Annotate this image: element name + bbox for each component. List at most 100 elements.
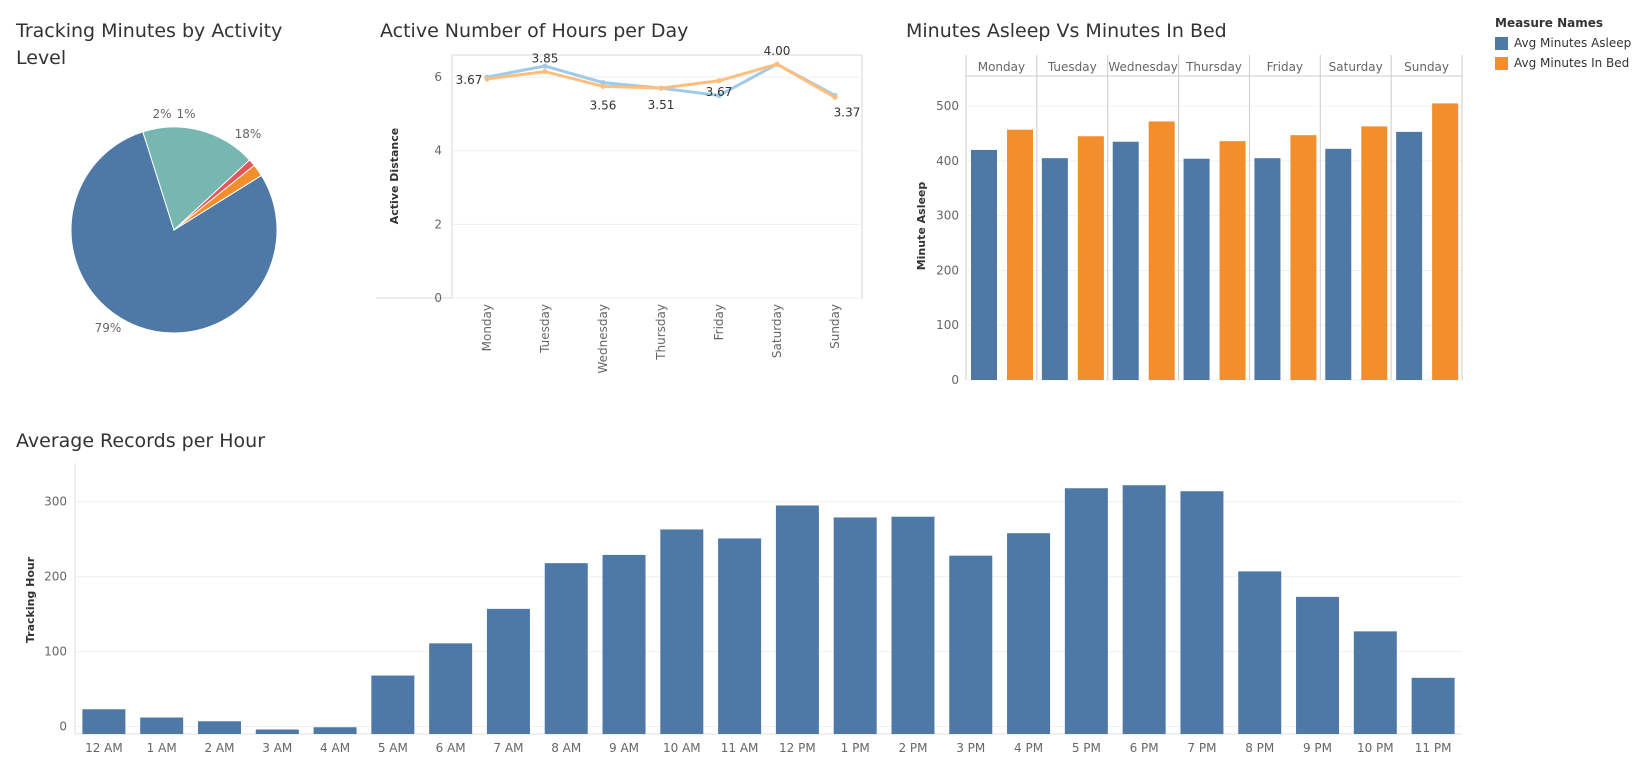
hourly-bar — [1122, 485, 1166, 734]
sleep-y-axis-title: Minute Asleep — [915, 182, 928, 271]
line-y-tick: 4 — [434, 144, 442, 158]
hourly-x-tick: 8 AM — [551, 741, 581, 755]
pie-slice — [70, 131, 278, 334]
line-data-label: 4.00 — [764, 44, 791, 58]
pie-label: 79% — [95, 321, 122, 335]
line-y-tick: 0 — [434, 291, 442, 305]
hourly-x-tick: 9 AM — [609, 741, 639, 755]
hourly-x-tick: 5 AM — [378, 741, 408, 755]
line-point — [658, 85, 664, 91]
hourly-bar — [660, 529, 704, 734]
line-point — [600, 83, 606, 89]
hourly-title: Average Records per Hour — [16, 430, 266, 452]
hourly-bar — [1180, 491, 1224, 734]
hourly-x-tick: 1 AM — [147, 741, 177, 755]
sleep-y-tick: 400 — [936, 154, 959, 168]
hourly-y-tick: 200 — [44, 570, 67, 584]
sleep-bar — [1254, 158, 1281, 380]
sleep-header-label: Friday — [1267, 60, 1303, 74]
hourly-x-tick: 11 AM — [721, 741, 759, 755]
hourly-bar — [1353, 631, 1397, 734]
pie-label: 1% — [176, 107, 195, 121]
hourly-bar — [371, 675, 415, 734]
sleep-bar — [1148, 121, 1175, 380]
sleep-y-tick: 300 — [936, 209, 959, 223]
hourly-bar — [1296, 596, 1340, 734]
line-y-tick: 2 — [434, 217, 442, 231]
line-data-label: 3.56 — [590, 98, 617, 112]
hourly-bar — [891, 516, 935, 734]
legend-swatch-asleep — [1495, 36, 1508, 50]
hourly-x-tick: 1 PM — [841, 741, 870, 755]
sleep-header-label: Thursday — [1185, 60, 1242, 74]
hourly-x-tick: 3 PM — [956, 741, 985, 755]
pie-title: Tracking Minutes by Activity Level — [16, 20, 283, 69]
hourly-bar — [486, 608, 530, 734]
hourly-bar — [1238, 571, 1282, 734]
hourly-x-tick: 9 PM — [1303, 741, 1332, 755]
line-x-tick: Wednesday — [596, 304, 610, 373]
sleep-bar — [1432, 103, 1459, 380]
hourly-bar — [82, 709, 126, 734]
hourly-x-tick: 10 PM — [1357, 741, 1394, 755]
hourly-bar — [602, 554, 646, 734]
legend-label-asleep: Avg Minutes Asleep — [1514, 36, 1632, 50]
sleep-header-label: Sunday — [1404, 60, 1449, 74]
hourly-bar — [718, 538, 762, 734]
line-x-tick: Monday — [480, 304, 494, 351]
hourly-x-tick: 10 AM — [663, 741, 701, 755]
hourly-x-tick: 4 AM — [320, 741, 350, 755]
line-point — [832, 94, 838, 100]
hourly-bar — [1007, 533, 1051, 734]
sleep-bar — [1183, 158, 1210, 380]
sleep-title: Minutes Asleep Vs Minutes In Bed — [906, 20, 1227, 42]
hourly-y-tick: 300 — [44, 495, 67, 509]
hourly-bar — [949, 555, 993, 734]
line-point — [542, 68, 548, 75]
legend-title: Measure Names — [1495, 16, 1604, 30]
line-x-tick: Tuesday — [538, 304, 552, 354]
line-x-tick: Saturday — [770, 304, 784, 358]
hourly-x-tick: 3 AM — [262, 741, 292, 755]
line-y-axis-title: Active Distance — [388, 128, 401, 224]
hourly-x-tick: 11 PM — [1415, 741, 1452, 755]
pie-slice — [142, 126, 251, 231]
sleep-bar — [1219, 141, 1246, 380]
line-x-tick: Friday — [712, 304, 726, 340]
sleep-header-label: Tuesday — [1047, 60, 1097, 74]
hourly-x-tick: 6 PM — [1130, 741, 1159, 755]
sleep-bar — [971, 149, 997, 380]
hourly-bar — [140, 717, 184, 734]
sleep-bar — [1112, 141, 1139, 380]
legend-item-asleep[interactable]: Avg Minutes Asleep — [1495, 33, 1631, 53]
hourly-bar — [833, 517, 877, 734]
hourly-y-tick: 0 — [59, 720, 67, 734]
sleep-bar — [1007, 129, 1033, 380]
hourly-x-tick: 8 PM — [1245, 741, 1274, 755]
hourly-x-tick: 4 PM — [1014, 741, 1043, 755]
sleep-bar — [1361, 126, 1388, 380]
legend-item-inbed[interactable]: Avg Minutes In Bed — [1495, 53, 1631, 73]
pie-label: 2% — [152, 107, 171, 121]
line-point — [600, 80, 606, 86]
line-data-label: 3.67 — [456, 73, 483, 87]
line-data-label: 3.67 — [706, 85, 733, 99]
hourly-x-tick: 12 PM — [779, 741, 816, 755]
hourly-x-tick: 5 PM — [1072, 741, 1101, 755]
sleep-bar — [1290, 135, 1317, 380]
hourly-x-tick: 6 AM — [436, 741, 466, 755]
sleep-bar — [1041, 158, 1068, 380]
sleep-bar — [1077, 136, 1104, 380]
line-x-tick: Thursday — [654, 304, 668, 361]
line-x-tick: Sunday — [828, 304, 842, 349]
hourly-x-tick: 7 AM — [493, 741, 523, 755]
line-point — [542, 63, 548, 69]
legend-swatch-inbed — [1495, 56, 1508, 70]
legend: Measure Names Avg Minutes Asleep Avg Min… — [1495, 16, 1631, 73]
hourly-bar — [544, 563, 588, 734]
hourly-bar — [429, 643, 473, 734]
hourly-bar — [255, 729, 299, 734]
